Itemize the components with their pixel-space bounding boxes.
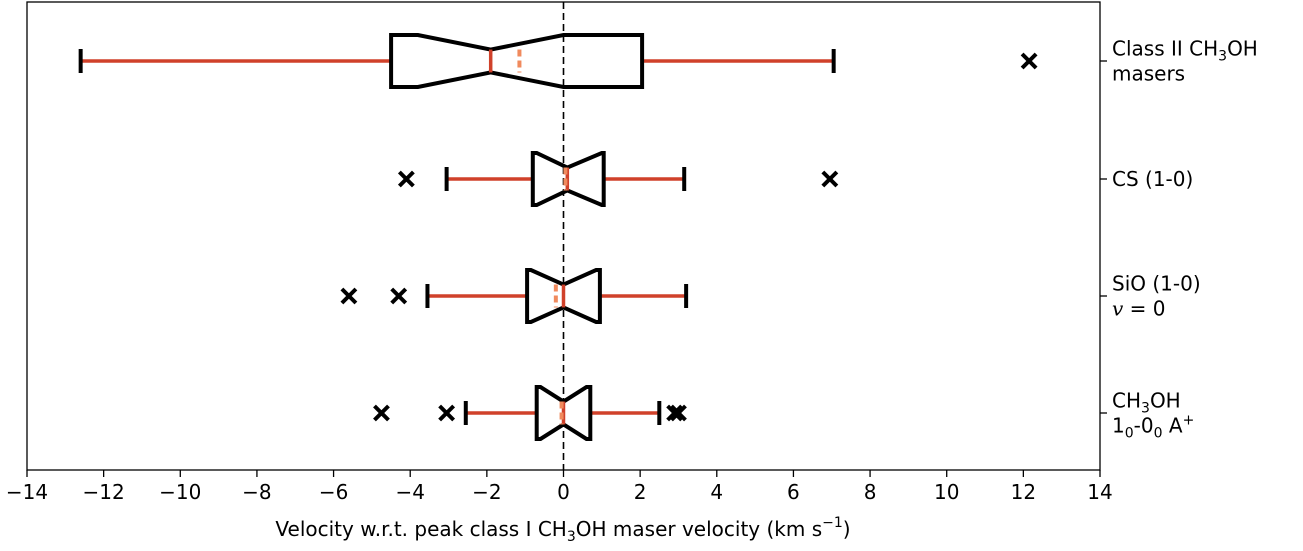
x-tick-label: 0: [557, 480, 570, 504]
x-tick-label: 10: [934, 480, 959, 504]
outlier-marker: [340, 287, 358, 305]
x-tick-label: 4: [710, 480, 723, 504]
box-series-2: [340, 268, 689, 324]
category-label: CH3OH: [1112, 389, 1181, 417]
x-tick-label: −14: [6, 480, 48, 504]
outlier-marker: [821, 170, 839, 188]
outlier-marker: [373, 404, 390, 422]
notched-box: [534, 385, 593, 441]
x-tick-label: −8: [242, 480, 271, 504]
box-series-3: [373, 385, 687, 441]
notched-box: [525, 268, 602, 324]
outlier-marker: [438, 404, 456, 422]
x-tick-label: 8: [864, 480, 877, 504]
plot-area: [78, 2, 1038, 470]
x-tick-label: −4: [395, 480, 424, 504]
box-series-0: [78, 33, 1038, 89]
category-label: Class II CH3OH: [1112, 37, 1258, 65]
category-label: masers: [1112, 62, 1185, 86]
outlier-marker: [390, 287, 408, 305]
x-axis-label: Velocity w.r.t. peak class I CH3OH maser…: [275, 515, 850, 545]
category-label: CS (1-0): [1112, 167, 1193, 191]
category-label: 10-00 A+: [1112, 413, 1194, 442]
x-tick-label: −12: [83, 480, 125, 504]
x-tick-label: 12: [1011, 480, 1036, 504]
x-tick-label: 2: [634, 480, 647, 504]
outlier-marker: [397, 170, 415, 188]
outlier-marker: [666, 404, 684, 422]
x-tick-label: −6: [319, 480, 348, 504]
x-tick-label: 6: [787, 480, 800, 504]
notched-box: [530, 151, 606, 207]
category-label: SiO (1-0): [1112, 272, 1201, 296]
notched-box: [389, 33, 645, 89]
x-tick-label: −2: [472, 480, 501, 504]
x-tick-label: −10: [159, 480, 201, 504]
x-tick-label: 14: [1087, 480, 1112, 504]
outlier-marker: [1020, 52, 1038, 70]
category-label: v = 0: [1112, 297, 1166, 321]
box-series-1: [397, 151, 839, 207]
x-axis: −14 −12 −10 −8 −6 −4 −2 0 2 4 6 8 10 12 14: [6, 470, 1113, 504]
outlier-marker: [670, 404, 687, 422]
